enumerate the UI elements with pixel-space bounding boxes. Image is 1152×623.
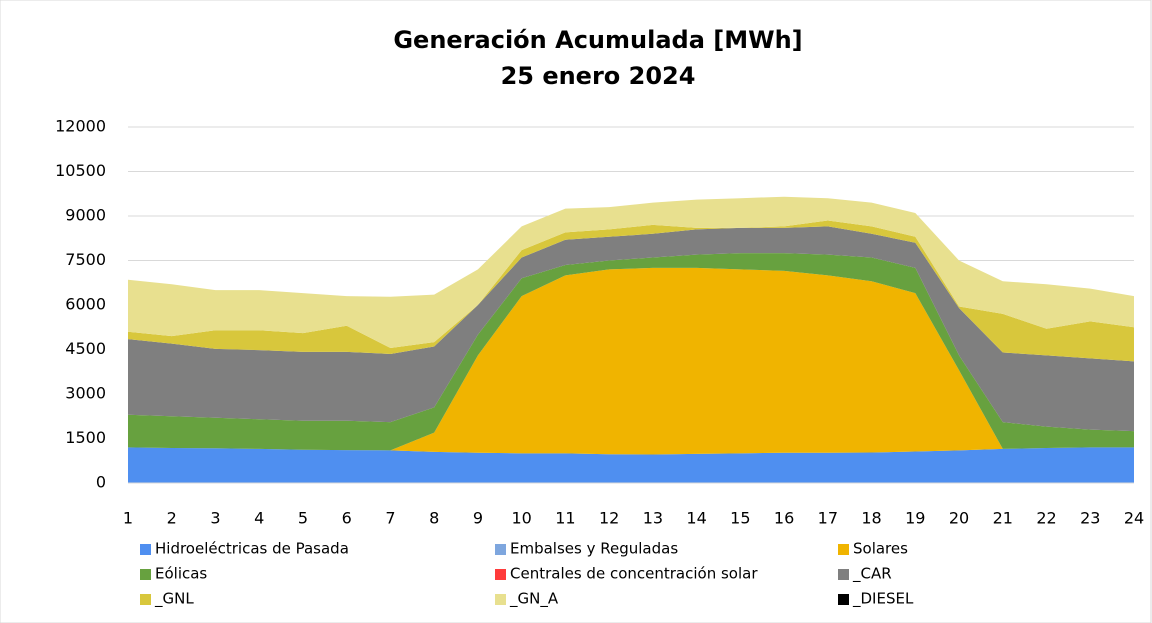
chart-subtitle: 25 enero 2024 xyxy=(501,62,696,90)
x-tick-label: 20 xyxy=(949,509,969,528)
legend-text: _GN_A xyxy=(509,590,559,609)
area xyxy=(128,267,1134,455)
x-tick-label: 17 xyxy=(818,509,838,528)
x-tick-label: 16 xyxy=(774,509,794,528)
x-tick-label: 12 xyxy=(599,509,619,528)
area xyxy=(128,196,1134,349)
x-tick-label: 3 xyxy=(210,509,220,528)
legend-text: Embalses y Reguladas xyxy=(510,540,678,558)
legend-text: Solares xyxy=(853,540,908,558)
y-tick-label: 9000 xyxy=(65,206,106,225)
legend-swatch xyxy=(838,594,849,605)
legend-swatch xyxy=(838,569,849,580)
x-tick-label: 24 xyxy=(1124,509,1144,528)
y-tick-label: 1500 xyxy=(65,428,106,447)
y-tick-label: 3000 xyxy=(65,384,106,403)
x-tick-label: 5 xyxy=(298,509,308,528)
x-tick-label: 22 xyxy=(1036,509,1056,528)
area xyxy=(128,220,1134,362)
x-tick-label: 1 xyxy=(123,509,133,528)
legend-text: Eólicas xyxy=(155,565,207,583)
x-tick-label: 19 xyxy=(905,509,925,528)
legend-text: _DIESEL xyxy=(852,590,914,609)
legend-text: _CAR xyxy=(852,565,892,584)
legend-swatch xyxy=(140,544,151,555)
legend-swatch xyxy=(140,569,151,580)
area xyxy=(128,226,1134,432)
x-tick-label: 4 xyxy=(254,509,264,528)
area xyxy=(128,447,1134,483)
y-tick-label: 12000 xyxy=(55,117,106,136)
legend-swatch xyxy=(495,594,506,605)
y-tick-label: 0 xyxy=(96,473,106,492)
y-tick-label: 4500 xyxy=(65,339,106,358)
chart-title: Generación Acumulada [MWh] xyxy=(393,26,802,54)
x-tick-label: 7 xyxy=(385,509,395,528)
x-tick-label: 13 xyxy=(643,509,663,528)
area xyxy=(128,253,1134,451)
legend-swatch xyxy=(140,594,151,605)
legend-text: Hidroeléctricas de Pasada xyxy=(155,540,349,558)
x-tick-label: 8 xyxy=(429,509,439,528)
legend-text: _GNL xyxy=(154,590,194,609)
x-tick-label: 10 xyxy=(511,509,531,528)
x-tick-label: 21 xyxy=(993,509,1013,528)
x-tick-label: 14 xyxy=(686,509,706,528)
x-tick-label: 2 xyxy=(167,509,177,528)
x-tick-label: 18 xyxy=(861,509,881,528)
legend-text: Centrales de concentración solar xyxy=(510,565,758,583)
y-tick-label: 7500 xyxy=(65,250,106,269)
x-tick-label: 9 xyxy=(473,509,483,528)
x-tick-label: 6 xyxy=(342,509,352,528)
legend-swatch xyxy=(495,544,506,555)
y-tick-label: 6000 xyxy=(65,295,106,314)
x-tick-label: 15 xyxy=(730,509,750,528)
x-tick-label: 23 xyxy=(1080,509,1100,528)
y-tick-label: 10500 xyxy=(55,161,106,180)
legend-swatch xyxy=(838,544,849,555)
legend-swatch xyxy=(495,569,506,580)
x-tick-label: 11 xyxy=(555,509,575,528)
